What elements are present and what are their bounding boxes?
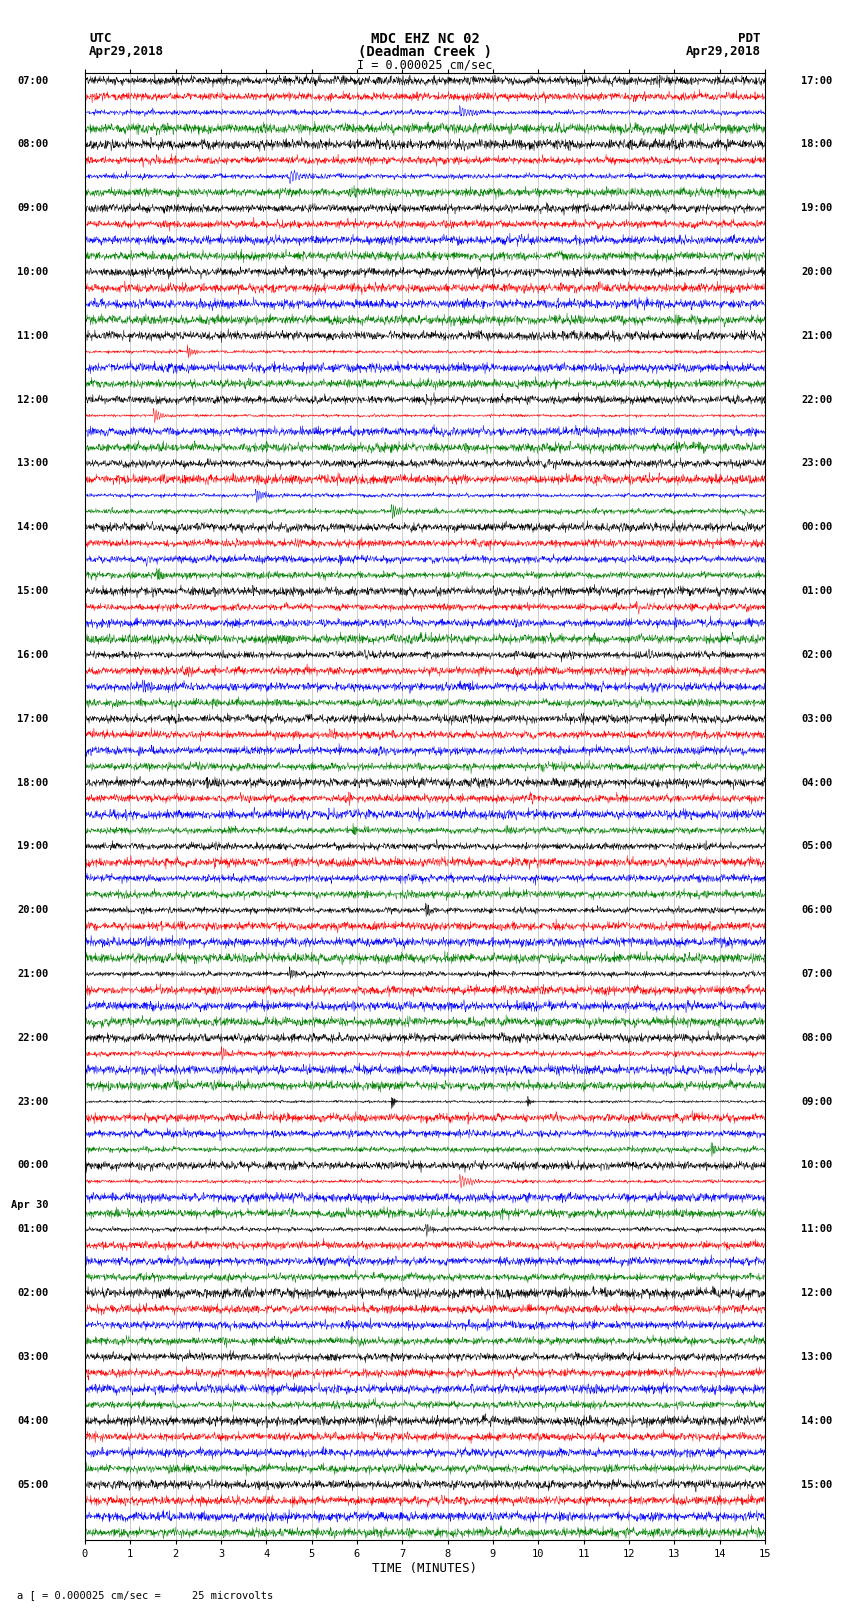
Text: 15:00: 15:00 [18,586,48,597]
Text: 00:00: 00:00 [802,523,832,532]
Text: (Deadman Creek ): (Deadman Creek ) [358,45,492,60]
Text: 17:00: 17:00 [802,76,832,85]
Text: 23:00: 23:00 [18,1097,48,1107]
Text: 19:00: 19:00 [18,842,48,852]
Text: 07:00: 07:00 [18,76,48,85]
Text: 03:00: 03:00 [18,1352,48,1361]
Text: I = 0.000025 cm/sec: I = 0.000025 cm/sec [357,58,493,71]
Text: 08:00: 08:00 [802,1032,832,1044]
Text: 13:00: 13:00 [18,458,48,468]
Text: 18:00: 18:00 [802,139,832,150]
Text: 06:00: 06:00 [802,905,832,915]
Text: 00:00: 00:00 [18,1160,48,1171]
Text: 21:00: 21:00 [802,331,832,340]
Text: 05:00: 05:00 [18,1479,48,1489]
Text: Apr29,2018: Apr29,2018 [89,45,164,58]
Text: 11:00: 11:00 [802,1224,832,1234]
Text: 05:00: 05:00 [802,842,832,852]
Text: 09:00: 09:00 [18,203,48,213]
Text: 12:00: 12:00 [802,1289,832,1298]
Text: 22:00: 22:00 [18,1032,48,1044]
Text: 21:00: 21:00 [18,969,48,979]
Text: 14:00: 14:00 [18,523,48,532]
Text: 12:00: 12:00 [18,395,48,405]
Text: 04:00: 04:00 [18,1416,48,1426]
Text: 07:00: 07:00 [802,969,832,979]
Text: 11:00: 11:00 [18,331,48,340]
Text: Apr29,2018: Apr29,2018 [686,45,761,58]
Text: PDT: PDT [739,32,761,45]
Text: 02:00: 02:00 [18,1289,48,1298]
Text: 16:00: 16:00 [18,650,48,660]
Text: 08:00: 08:00 [18,139,48,150]
Text: 22:00: 22:00 [802,395,832,405]
Text: 23:00: 23:00 [802,458,832,468]
Text: UTC: UTC [89,32,111,45]
Text: 19:00: 19:00 [802,203,832,213]
Text: 20:00: 20:00 [802,268,832,277]
Text: MDC EHZ NC 02: MDC EHZ NC 02 [371,32,479,47]
Text: 03:00: 03:00 [802,713,832,724]
Text: Apr 30: Apr 30 [11,1200,48,1210]
Text: a [ = 0.000025 cm/sec =     25 microvolts: a [ = 0.000025 cm/sec = 25 microvolts [17,1590,273,1600]
Text: 09:00: 09:00 [802,1097,832,1107]
Text: 13:00: 13:00 [802,1352,832,1361]
Text: 10:00: 10:00 [802,1160,832,1171]
Text: 01:00: 01:00 [802,586,832,597]
X-axis label: TIME (MINUTES): TIME (MINUTES) [372,1563,478,1576]
Text: 04:00: 04:00 [802,777,832,787]
Text: 15:00: 15:00 [802,1479,832,1489]
Text: 20:00: 20:00 [18,905,48,915]
Text: 17:00: 17:00 [18,713,48,724]
Text: 10:00: 10:00 [18,268,48,277]
Text: 01:00: 01:00 [18,1224,48,1234]
Text: 14:00: 14:00 [802,1416,832,1426]
Text: 02:00: 02:00 [802,650,832,660]
Text: 18:00: 18:00 [18,777,48,787]
